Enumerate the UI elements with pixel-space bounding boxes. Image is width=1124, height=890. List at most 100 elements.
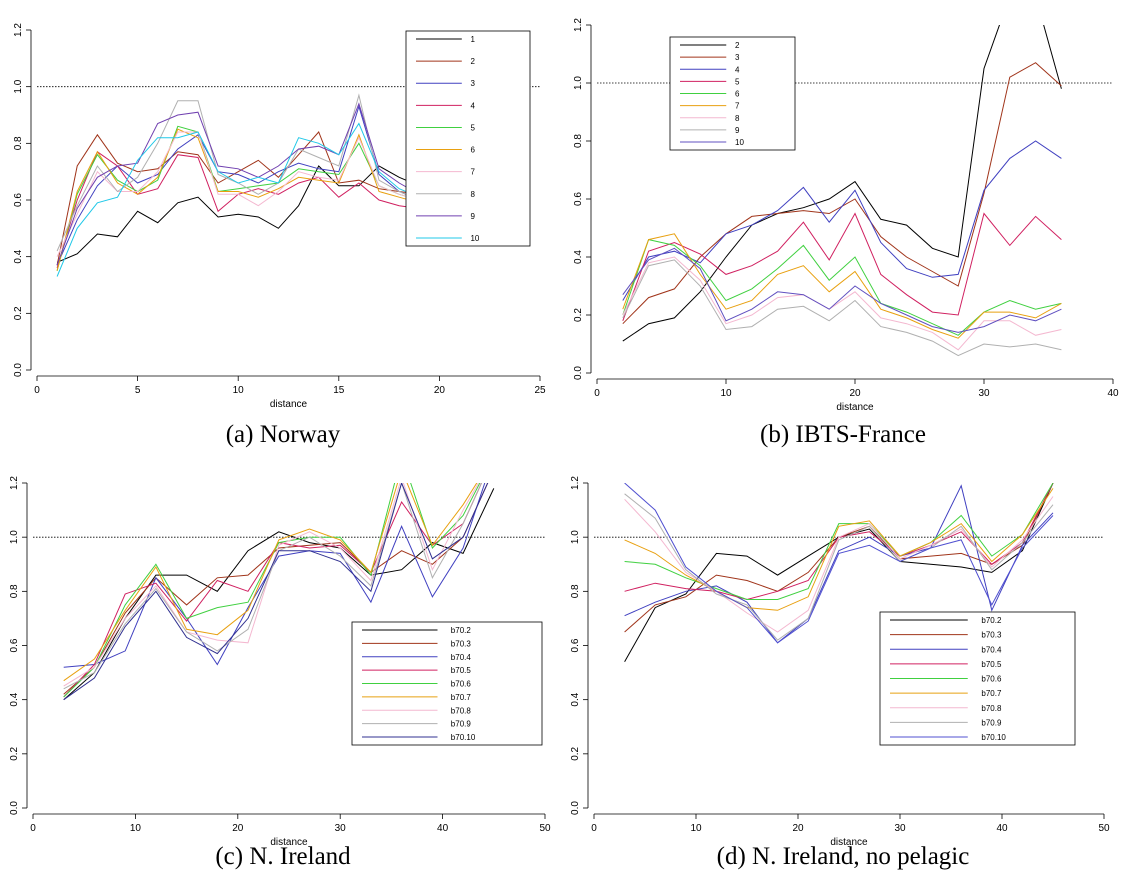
legend-label: b70.10: [981, 733, 1006, 742]
y-tick-label: 0.0: [570, 801, 581, 815]
caption: (b) IBTS-France: [760, 421, 926, 448]
x-tick-label: 15: [333, 385, 345, 396]
legend-label: 9: [735, 126, 740, 135]
series-line: [63, 483, 489, 701]
y-tick-label: 1.2: [9, 476, 20, 490]
x-tick-label: 10: [690, 823, 702, 834]
legend-label: b70.7: [981, 689, 1002, 698]
x-tick-label: 30: [978, 388, 990, 399]
panel: 0.0 0.2 0.4 0.6 0.8 1.0 1.2 0 10 20 30 40 distance (b…: [573, 18, 1119, 448]
y-tick-label: 0.4: [573, 250, 584, 264]
x-axis-label: distance: [836, 402, 874, 413]
series-line: [622, 239, 1062, 336]
x-tick-label: 50: [539, 823, 551, 834]
legend-label: b70.6: [981, 675, 1002, 684]
legend-label: 7: [470, 168, 475, 177]
y-tick-label: 0.8: [573, 134, 584, 148]
series-line: [56, 128, 420, 271]
x-tick-label: 30: [894, 823, 906, 834]
y-tick-label: 1.0: [9, 530, 20, 544]
legend-label: 3: [735, 53, 740, 62]
series-line: [622, 259, 1062, 357]
y-tick-label: 0.8: [570, 584, 581, 598]
series-line: [622, 212, 1062, 321]
x-tick-label: 0: [591, 823, 597, 834]
x-tick-label: 30: [335, 823, 347, 834]
panel: 0.0 0.2 0.4 0.6 0.8 1.0 1.2 0 10 20 30 40 50 distance…: [9, 476, 551, 870]
y-tick-label: 0.2: [570, 746, 581, 760]
x-tick-label: 40: [996, 823, 1008, 834]
y-tick-label: 0.4: [13, 249, 24, 263]
x-axis-label: distance: [830, 837, 868, 848]
legend-label: b70.8: [451, 706, 472, 715]
legend-label: b70.10: [451, 733, 476, 742]
y-tick-label: 0.8: [13, 136, 24, 150]
legend-label: b70.9: [451, 720, 472, 729]
series-line: [63, 483, 489, 695]
legend-label: b70.4: [981, 645, 1002, 654]
y-tick-label: 0.4: [570, 692, 581, 706]
x-axis-label: distance: [270, 837, 308, 848]
legend: 2 3 4 5 6 7 8 9 10: [669, 36, 796, 151]
x-tick-label: 40: [1107, 388, 1119, 399]
series-line: [63, 488, 495, 701]
legend-label: b70.5: [981, 660, 1002, 669]
panel: 0.0 0.2 0.4 0.6 0.8 1.0 1.2 0 10 20 30 40 50 distance…: [570, 476, 1110, 870]
legend-label: 3: [470, 79, 475, 88]
legend-label: b70.8: [981, 704, 1002, 713]
x-tick-label: 50: [1098, 823, 1110, 834]
legend-label: b70.6: [451, 680, 472, 689]
legend-label: 5: [470, 123, 475, 132]
legend-label: b70.4: [451, 653, 472, 662]
caption: (a) Norway: [226, 421, 341, 448]
x-tick-label: 20: [232, 823, 244, 834]
legend-label: 6: [735, 90, 740, 99]
y-tick-label: 1.0: [570, 530, 581, 544]
series-line: [56, 122, 420, 277]
series-line: [624, 493, 1054, 641]
legend-label: 6: [470, 146, 475, 155]
legend-label: b70.3: [981, 631, 1002, 640]
x-tick-label: 0: [34, 385, 40, 396]
legend-label: 1: [470, 35, 475, 44]
legend-label: b70.2: [451, 626, 472, 635]
x-tick-label: 20: [434, 385, 446, 396]
x-tick-label: 10: [233, 385, 245, 396]
y-tick-label: 0.2: [13, 306, 24, 320]
x-tick-label: 25: [534, 385, 546, 396]
y-tick-label: 1.0: [13, 79, 24, 93]
y-tick-label: 1.2: [573, 18, 584, 32]
series-line: [622, 233, 1062, 339]
legend-label: b70.7: [451, 693, 472, 702]
series-line: [56, 165, 420, 263]
series-line: [56, 102, 420, 266]
legend-label: 8: [735, 114, 740, 123]
legend-label: b70.9: [981, 718, 1002, 727]
series-line: [624, 483, 1054, 600]
x-tick-label: 0: [30, 823, 36, 834]
legend-label: 9: [470, 212, 475, 221]
legend-label: 10: [735, 138, 744, 147]
y-tick-label: 0.2: [9, 746, 20, 760]
panel: 0.00.20.40.60.81.01.20 5 10 15 20 25distance(…: [13, 23, 546, 448]
legend-label: b70.3: [451, 639, 472, 648]
series-line: [56, 131, 420, 266]
x-tick-label: 20: [849, 388, 861, 399]
legend-label: 7: [735, 102, 740, 111]
y-tick-label: 0.0: [573, 366, 584, 380]
legend: b70.2 b70.3 b70.4 b70.5 b70.6 b70.7 b70.8 b70.9…: [351, 621, 543, 746]
series-line: [63, 483, 486, 668]
series-line: [56, 125, 420, 271]
legend: 1 2 3 4 5 6 7 8 9 10: [405, 30, 531, 247]
x-tick-label: 10: [130, 823, 142, 834]
legend-label: 4: [470, 101, 475, 110]
x-tick-label: 40: [437, 823, 449, 834]
series-line: [63, 483, 481, 698]
y-tick-label: 0.6: [9, 638, 20, 652]
series-line: [624, 496, 1054, 633]
legend-label: 2: [470, 57, 475, 66]
y-tick-label: 0.0: [13, 363, 24, 377]
x-tick-label: 20: [792, 823, 804, 834]
series-line: [63, 483, 480, 687]
